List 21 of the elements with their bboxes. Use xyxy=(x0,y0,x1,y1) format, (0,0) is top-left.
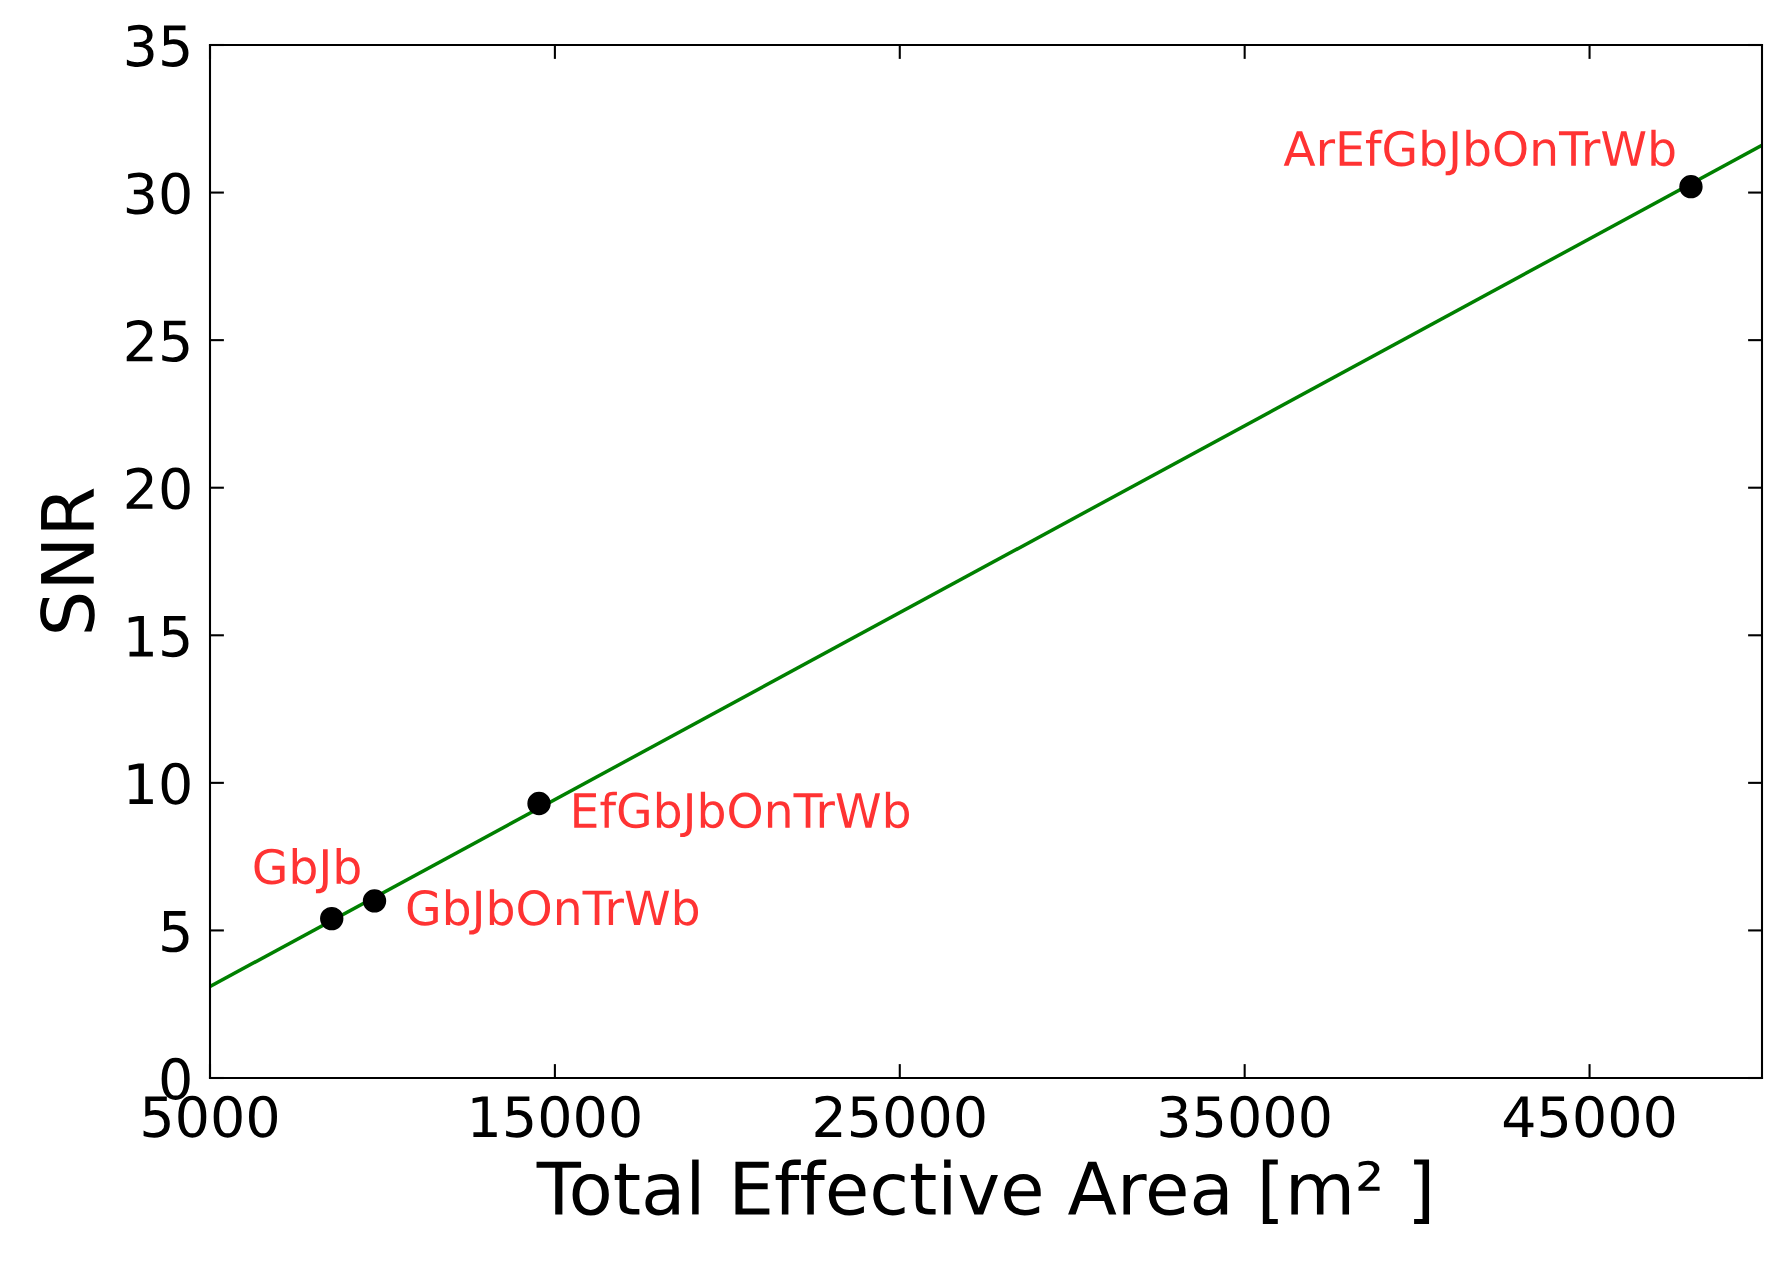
y-tick-label: 35 xyxy=(126,24,189,67)
point xyxy=(1679,174,1703,199)
x-axis-title: Total Effective Area [m² ] xyxy=(536,1159,1430,1224)
point xyxy=(362,889,387,913)
annotation: EfGbJbOnTrWb xyxy=(574,791,909,838)
x-tick-label: 25000 xyxy=(815,1095,985,1138)
y-tick-label: 25 xyxy=(126,320,189,363)
x-tick-label: 35000 xyxy=(1160,1095,1330,1138)
annotation: GbJb xyxy=(254,847,360,894)
point xyxy=(527,791,551,816)
y-axis-title: SNR xyxy=(40,488,95,632)
point xyxy=(320,906,344,931)
y-tick-label: 15 xyxy=(128,615,189,658)
x-tick-label: 45000 xyxy=(1503,1095,1675,1138)
x-tick-label: 15000 xyxy=(472,1095,640,1138)
annotation: ArEfGbJbOnTrWb xyxy=(1283,129,1675,176)
y-tick-label: 10 xyxy=(128,762,190,805)
annotation: GbJbOnTrWb xyxy=(407,889,699,935)
y-tick-label: 5 xyxy=(162,911,189,953)
y-tick-label: 30 xyxy=(126,172,190,215)
y-tick-label: 20 xyxy=(126,467,190,510)
